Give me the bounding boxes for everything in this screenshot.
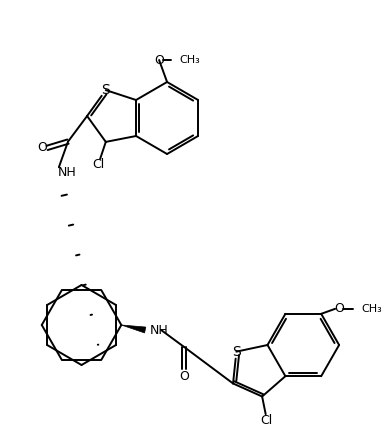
- Polygon shape: [121, 325, 146, 333]
- Text: O: O: [37, 141, 47, 155]
- Text: CH₃: CH₃: [361, 304, 382, 314]
- Text: NH: NH: [150, 324, 168, 336]
- Text: O: O: [334, 302, 344, 315]
- Text: S: S: [232, 345, 241, 359]
- Text: NH: NH: [57, 166, 76, 179]
- Text: O: O: [154, 53, 164, 67]
- Text: Cl: Cl: [92, 158, 104, 171]
- Text: O: O: [179, 371, 189, 383]
- Text: S: S: [101, 83, 110, 97]
- Text: Cl: Cl: [261, 413, 273, 427]
- Text: CH₃: CH₃: [179, 55, 200, 65]
